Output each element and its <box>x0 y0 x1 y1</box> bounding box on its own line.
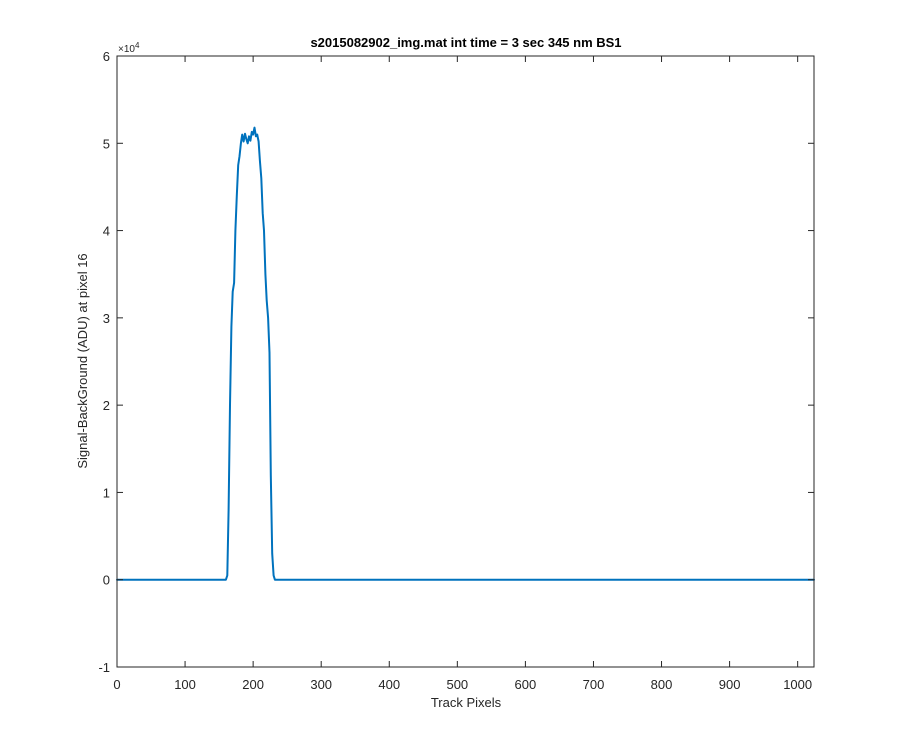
x-tick-label: 900 <box>719 677 741 692</box>
x-tick-label: 300 <box>310 677 332 692</box>
y-axis-exponent-base: ×10 <box>118 44 135 55</box>
x-tick-label: 600 <box>515 677 537 692</box>
x-tick-label: 700 <box>583 677 605 692</box>
x-tick-label: 800 <box>651 677 673 692</box>
series-layer <box>116 126 815 581</box>
y-tick-label: 6 <box>103 49 110 64</box>
y-tick-label: 4 <box>103 224 110 239</box>
plot-area <box>117 56 814 667</box>
x-axis-label: Track Pixels <box>431 695 502 710</box>
y-axis-exponent: ×104 <box>118 41 140 55</box>
x-tick-label: 100 <box>174 677 196 692</box>
y-tick-label: -1 <box>98 660 110 675</box>
y-tick-label: 5 <box>103 136 110 151</box>
x-tick-label: 0 <box>113 677 120 692</box>
x-tick-label: 200 <box>242 677 264 692</box>
y-axis-ticks: -1 0 1 2 3 4 5 6 <box>98 49 814 675</box>
series-line <box>116 126 815 581</box>
axes-box <box>116 55 815 668</box>
x-tick-label: 500 <box>446 677 468 692</box>
y-axis-exponent-power: 4 <box>135 41 140 50</box>
y-tick-label: 0 <box>103 573 110 588</box>
y-tick-label: 3 <box>103 311 110 326</box>
x-axis-ticks: 0 100 200 300 400 500 600 700 800 900 1000 <box>113 56 812 692</box>
y-tick-label: 1 <box>103 485 110 500</box>
y-axis-label: Signal-BackGround (ADU) at pixel 16 <box>75 253 90 468</box>
x-tick-label: 1000 <box>783 677 812 692</box>
y-tick-label: 2 <box>103 398 110 413</box>
chart-title: s2015082902_img.mat int time = 3 sec 345… <box>310 35 621 50</box>
x-tick-label: 400 <box>378 677 400 692</box>
